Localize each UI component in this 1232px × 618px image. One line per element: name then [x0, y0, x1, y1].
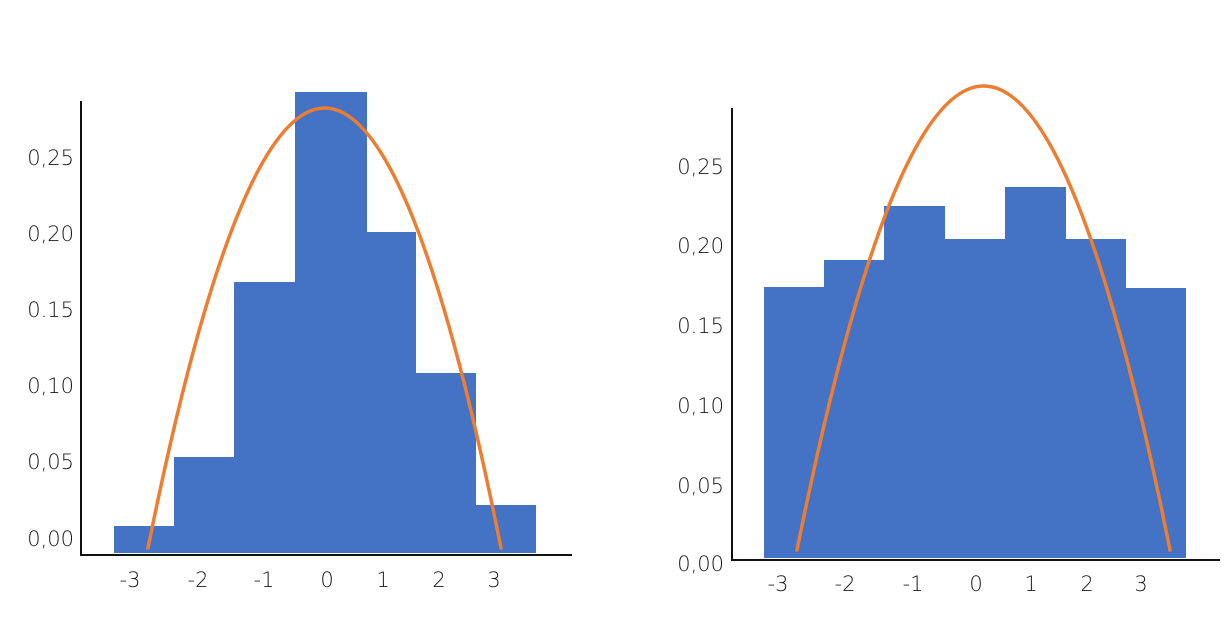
left-normal-curve — [146, 106, 503, 550]
left-x-label: -3 — [120, 568, 141, 592]
left-bar-neg3 — [114, 526, 175, 553]
right-x-label: 2 — [1080, 572, 1093, 596]
right-normal-curve — [795, 84, 1172, 552]
right-chart: 0,25 0,20 0.15 0,10 0,05 0,00 -3 -2 -1 0… — [677, 84, 1220, 596]
left-bar-3 — [475, 505, 536, 553]
left-y-label: 0,05 — [27, 450, 74, 474]
right-y-label: 0,20 — [677, 234, 724, 258]
right-bar-0 — [944, 239, 1006, 558]
right-x-label: -3 — [768, 572, 789, 596]
left-x-label: 2 — [432, 568, 445, 592]
right-y-label: 0.15 — [677, 314, 724, 338]
right-x-label: -2 — [835, 572, 856, 596]
right-bar-2 — [1065, 239, 1126, 558]
left-x-label: 1 — [376, 568, 389, 592]
right-x-label: 3 — [1134, 572, 1147, 596]
left-x-label: -1 — [254, 568, 275, 592]
right-x-label: 0 — [969, 572, 982, 596]
left-y-label: 0,25 — [27, 146, 74, 170]
right-bar-neg1 — [884, 206, 945, 558]
right-bar-neg3 — [764, 287, 825, 558]
right-y-label: 0,10 — [677, 394, 724, 418]
left-bar-1 — [366, 232, 416, 553]
left-chart: 0,25 0,20 0.15 0,10 0,05 0,00 -3 -2 -1 0… — [27, 92, 572, 592]
left-y-label: 0,10 — [27, 374, 74, 398]
left-x-label: 0 — [320, 568, 333, 592]
right-y-label: 0,00 — [677, 552, 724, 576]
right-bars — [764, 187, 1186, 558]
right-y-tick-labels: 0,25 0,20 0.15 0,10 0,05 0,00 — [677, 155, 724, 576]
left-y-label: 0.15 — [27, 298, 74, 322]
left-bar-neg2 — [174, 457, 235, 553]
right-x-label: -1 — [903, 572, 924, 596]
left-bars — [114, 92, 536, 553]
left-y-tick-labels: 0,25 0,20 0.15 0,10 0,05 0,00 — [27, 146, 74, 551]
right-y-label: 0,25 — [677, 155, 724, 179]
right-bar-3 — [1125, 288, 1186, 558]
left-x-tick-labels: -3 -2 -1 0 1 2 3 — [120, 568, 501, 592]
right-x-label: 1 — [1024, 572, 1037, 596]
left-x-label: 3 — [487, 568, 500, 592]
left-bar-2 — [415, 373, 476, 553]
right-x-tick-labels: -3 -2 -1 0 1 2 3 — [768, 572, 1148, 596]
right-bar-1 — [1005, 187, 1066, 558]
left-y-label: 0,20 — [27, 222, 74, 246]
left-bar-neg1 — [234, 282, 296, 553]
left-y-label: 0,00 — [27, 527, 74, 551]
right-y-label: 0,05 — [677, 474, 724, 498]
left-bar-0 — [295, 92, 367, 553]
left-x-label: -2 — [188, 568, 209, 592]
